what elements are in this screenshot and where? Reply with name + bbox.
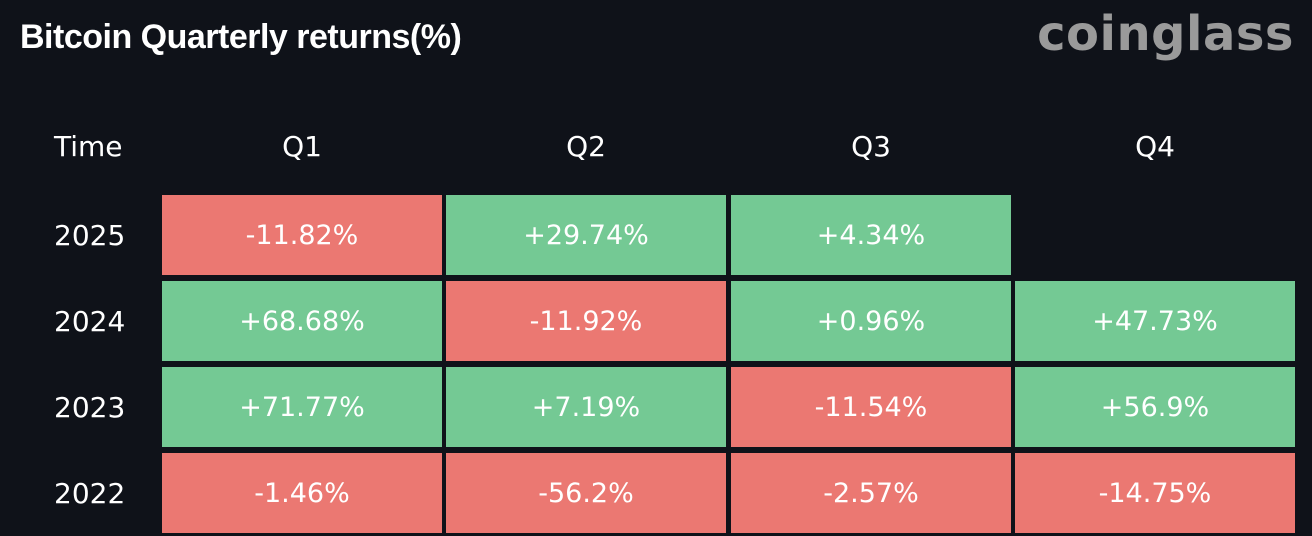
cell-2022-q2: -56.2%: [446, 453, 726, 533]
cell-2024-q3: +0.96%: [731, 281, 1011, 361]
header-q3: Q3: [851, 130, 891, 163]
cell-2024-q2: -11.92%: [446, 281, 726, 361]
cell-2022-q3: -2.57%: [731, 453, 1011, 533]
header-q1: Q1: [282, 130, 322, 163]
cell-2023-q3: -11.54%: [731, 367, 1011, 447]
cell-2025-q1: -11.82%: [162, 195, 442, 275]
cell-2023-q1: +71.77%: [162, 367, 442, 447]
cell-2024-q1: +68.68%: [162, 281, 442, 361]
year-label-2022: 2022: [54, 477, 126, 510]
cell-2025-q4: [1015, 195, 1295, 275]
year-label-2024: 2024: [54, 305, 126, 338]
cell-2025-q2: +29.74%: [446, 195, 726, 275]
cell-2023-q4: +56.9%: [1015, 367, 1295, 447]
cell-2025-q3: +4.34%: [731, 195, 1011, 275]
year-label-2025: 2025: [54, 219, 126, 252]
cell-2023-q2: +7.19%: [446, 367, 726, 447]
header-q2: Q2: [566, 130, 606, 163]
cell-2022-q1: -1.46%: [162, 453, 442, 533]
header-time: Time: [54, 130, 123, 163]
year-label-2023: 2023: [54, 391, 126, 424]
cell-2024-q4: +47.73%: [1015, 281, 1295, 361]
chart-title: Bitcoin Quarterly returns(%): [20, 18, 462, 56]
brand-logo: coinglass: [1037, 6, 1294, 62]
cell-2022-q4: -14.75%: [1015, 453, 1295, 533]
header-q4: Q4: [1135, 130, 1175, 163]
